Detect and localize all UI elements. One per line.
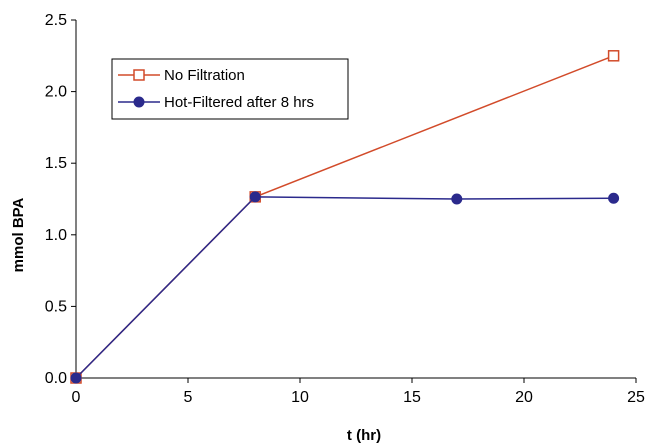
x-tick-label: 5 [184,389,193,406]
x-tick-label: 10 [291,389,309,406]
x-tick-label: 15 [403,389,421,406]
legend-marker-open-square [133,69,145,81]
x-tick-label: 0 [72,389,81,406]
data-point [70,372,82,384]
data-point [608,192,620,204]
legend: No Filtration Hot-Filtered after 8 hrs [111,58,349,120]
y-tick-label: 2.0 [45,84,67,101]
legend-label-hot-filtered: Hot-Filtered after 8 hrs [164,94,314,111]
y-tick-label: 2.5 [45,12,67,29]
y-tick-label: 0.0 [45,370,67,387]
series-layer [70,50,620,384]
data-point [607,50,620,62]
x-tick-label: 20 [515,389,533,406]
legend-marker-filled-circle [133,96,145,108]
axes: 0.0 0.5 1.0 1.5 2.0 2.5 0 5 10 15 20 25 [45,12,645,406]
x-tick-label: 25 [627,389,645,406]
x-axis-title: t (hr) [347,427,381,444]
series-line [75,196,614,379]
y-tick-label: 0.5 [45,298,67,315]
y-tick-label: 1.0 [45,227,67,244]
data-point [249,191,261,203]
y-axis-title: mmol BPA [10,197,27,272]
y-tick-label: 1.5 [45,155,67,172]
data-point [451,193,463,205]
series-1 [70,191,620,384]
legend-box [111,58,349,120]
legend-label-no-filtration: No Filtration [164,67,245,84]
